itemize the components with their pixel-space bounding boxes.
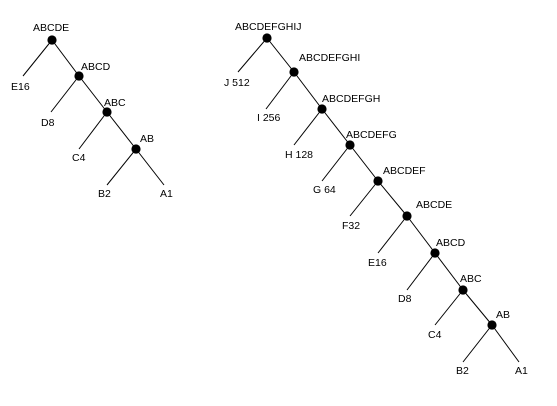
leaf-label-t2-j: J 512 [224,77,250,89]
node-t2-abcdefghi [289,67,299,77]
node-label-t1-abcde: ABCDE [33,22,69,34]
edge-t2-b [462,324,493,363]
edge-t2-g [321,144,351,182]
node-t2-abcde [402,211,412,221]
leaf-label-t2-f: F32 [342,220,360,232]
leaf-label-t2-d: D8 [398,293,412,305]
node-label-t2-abcdefg: ABCDEFG [346,129,397,141]
node-t2-abcdefghij [262,33,272,43]
leaf-label-t2-b: B2 [456,365,469,377]
node-label-t1-abcd: ABCD [81,61,111,73]
node-t2-abcdef [373,176,383,186]
leaf-label-t1-e: E16 [11,81,30,93]
leaf-label-t2-a: A1 [515,365,528,377]
leaf-label-t1-b: B2 [98,188,111,200]
edge-t1-b [106,148,137,186]
edge-t2-abcde [377,180,408,217]
edge-t1-e [22,39,53,77]
small-tree: ABCDE ABCD ABC AB E16 D8 C4 B2 A1 [11,22,173,200]
leaf-label-t2-h: H 128 [285,149,313,161]
node-t2-abc [458,285,468,295]
edge-t2-abcdefgh [293,71,323,110]
edge-t1-a [135,148,165,186]
node-label-t2-abcde: ABCDE [416,199,452,211]
edge-t1-c [78,111,108,150]
edge-t2-abcdefg [321,108,351,146]
edge-t2-i [265,71,295,110]
node-t2-abcdefgh [317,104,327,114]
edge-t2-abcd [406,215,436,254]
edge-t2-c [434,289,464,326]
node-label-t2-abcdefghij: ABCDEFGHIJ [235,21,302,33]
node-t2-abcd [430,248,440,258]
node-label-t2-abcdefgh: ABCDEFGH [322,93,380,105]
node-label-t1-ab: AB [140,133,154,145]
edge-t2-a [491,324,520,363]
leaf-label-t2-g: G 64 [313,184,336,196]
edge-t1-ab [106,111,137,150]
leaf-label-t1-a: A1 [160,188,173,200]
edge-t2-d [406,252,436,291]
node-label-t2-abcdef: ABCDEF [383,165,426,177]
edge-t2-e [377,215,408,254]
node-label-t2-abcd: ABCD [436,237,466,249]
edge-t2-abcdefghi [266,37,295,73]
edge-t2-f [349,180,379,217]
node-t2-abcdefg [345,140,355,150]
edge-t1-d [50,75,80,113]
edge-t2-h [293,108,323,146]
node-label-t1-abc: ABC [104,97,126,109]
node-label-t2-abc: ABC [460,273,482,285]
leaf-label-t1-c: C4 [72,152,86,164]
leaf-label-t2-e: E16 [368,257,387,269]
edge-t2-j [237,37,268,73]
edge-t2-ab [462,289,493,326]
edge-t2-abc [434,252,464,291]
node-t1-abc [102,107,112,117]
node-t2-ab [487,320,497,330]
edge-t1-abc [78,75,108,113]
node-t1-abcde [47,35,57,45]
leaf-label-t2-i: I 256 [257,112,281,124]
leaf-label-t2-c: C4 [428,329,442,341]
edge-t2-abcdef [349,144,379,182]
node-t1-ab [131,144,141,154]
large-tree: ABCDEFGHIJABCDEFGHIABCDEFGHABCDEFGABCDEF… [224,21,528,377]
node-label-t2-abcdefghi: ABCDEFGHI [299,52,360,64]
node-label-t2-ab: AB [496,309,510,321]
leaf-label-t1-d: D8 [41,117,55,129]
node-t1-abcd [74,71,84,81]
edge-t1-abcd [51,39,80,77]
